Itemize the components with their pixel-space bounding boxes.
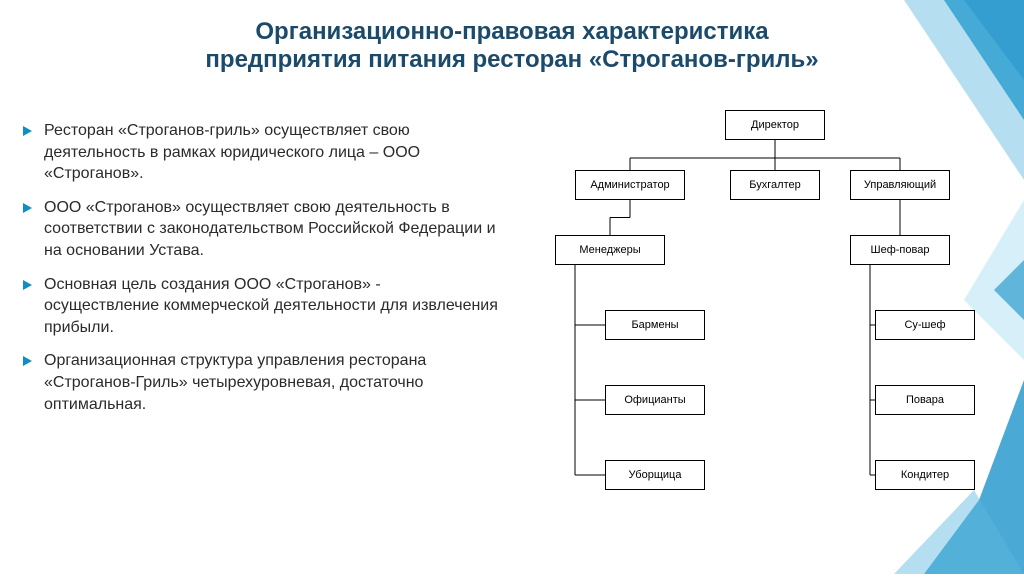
org-node-cleaner: Уборщица: [605, 460, 705, 490]
org-node-confect: Кондитер: [875, 460, 975, 490]
org-node-admin: Администратор: [575, 170, 685, 200]
bullet-marker-icon: [20, 201, 34, 220]
bullet-text: ООО «Строганов» осуществляет свою деятел…: [44, 197, 500, 262]
org-chart: Директор Администратор Бухгалтер Управляющи…: [520, 110, 1000, 550]
bullet-text: Организационная структура управления рес…: [44, 350, 500, 415]
org-node-manager_top: Управляющий: [850, 170, 950, 200]
bullet-list: Ресторан «Строганов-гриль» осуществляет …: [20, 120, 500, 427]
title-line-2: предприятия питания ресторан «Строганов-…: [60, 46, 964, 74]
org-node-accountant: Бухгалтер: [730, 170, 820, 200]
org-node-cooks: Повара: [875, 385, 975, 415]
bullet-marker-icon: [20, 354, 34, 373]
list-item: ООО «Строганов» осуществляет свою деятел…: [20, 197, 500, 262]
bullet-marker-icon: [20, 124, 34, 143]
org-node-managers: Менеджеры: [555, 235, 665, 265]
slide-title: Организационно-правовая характеристика п…: [60, 18, 964, 74]
bullet-text: Ресторан «Строганов-гриль» осуществляет …: [44, 120, 500, 185]
org-node-director: Директор: [725, 110, 825, 140]
list-item: Ресторан «Строганов-гриль» осуществляет …: [20, 120, 500, 185]
list-item: Организационная структура управления рес…: [20, 350, 500, 415]
org-node-barmen: Бармены: [605, 310, 705, 340]
org-node-souschef: Су-шеф: [875, 310, 975, 340]
title-line-1: Организационно-правовая характеристика: [60, 18, 964, 46]
list-item: Основная цель создания ООО «Строганов» -…: [20, 274, 500, 339]
org-node-chef: Шеф-повар: [850, 235, 950, 265]
bullet-marker-icon: [20, 278, 34, 297]
bullet-text: Основная цель создания ООО «Строганов» -…: [44, 274, 500, 339]
org-node-waiters: Официанты: [605, 385, 705, 415]
